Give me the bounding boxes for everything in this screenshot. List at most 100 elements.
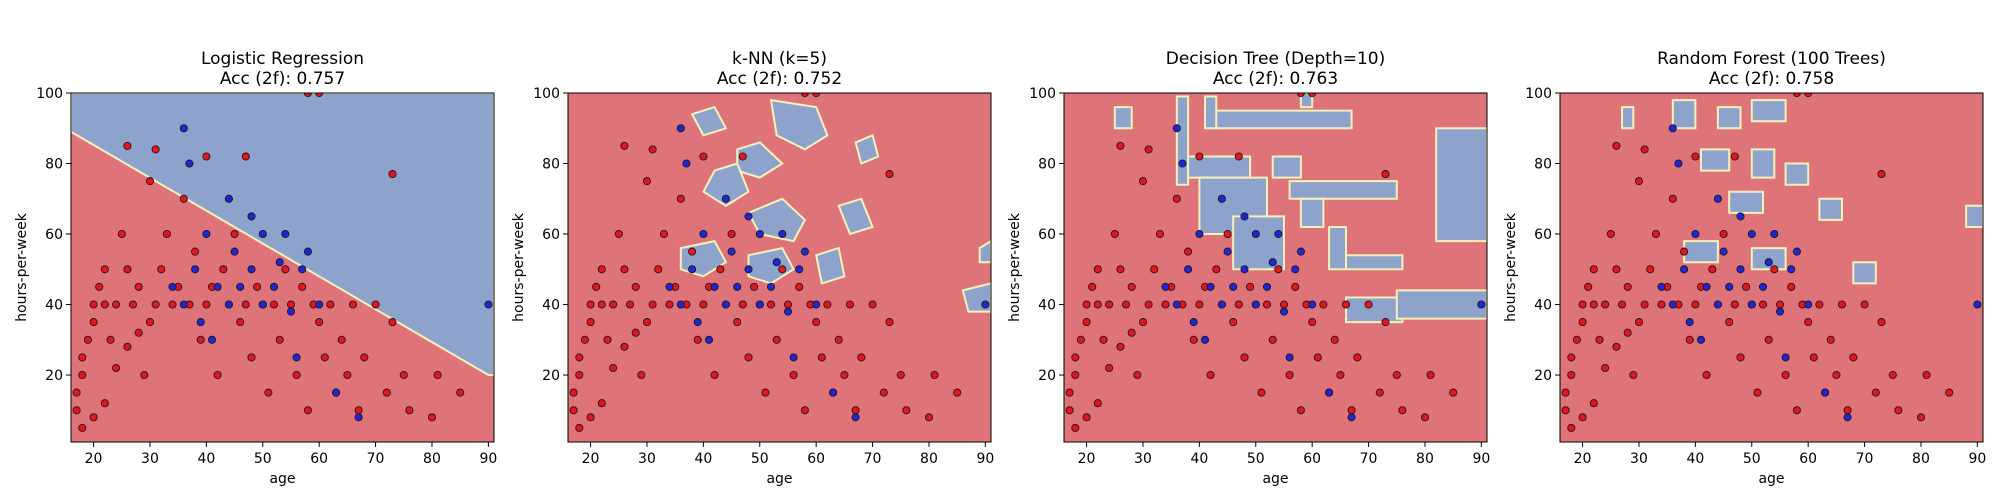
data-point-high [1477, 300, 1486, 309]
data-point-high [1251, 300, 1260, 309]
data-point-low [117, 229, 126, 239]
data-point-high [766, 282, 776, 291]
data-point-low [738, 300, 747, 309]
data-point-low [1336, 370, 1345, 380]
y-tick-label: 100 [1029, 86, 1056, 102]
data-point-low [1449, 388, 1458, 397]
data-point-low [1770, 265, 1779, 274]
data-point-low [603, 335, 612, 344]
data-point-low [1578, 300, 1587, 309]
data-point-low [597, 300, 606, 309]
data-point-low [1736, 353, 1745, 362]
decision-region-high [1345, 254, 1404, 271]
data-point-low [823, 300, 832, 309]
data-point-low [620, 141, 629, 150]
data-point-low [219, 265, 228, 274]
data-point-low [1634, 318, 1644, 327]
data-point-low [586, 300, 595, 309]
data-point-low [1071, 353, 1080, 362]
data-point-high [755, 229, 764, 239]
decision-region-high [702, 162, 750, 207]
data-point-low [1381, 318, 1390, 327]
data-point-low [665, 300, 674, 309]
scatter-points [569, 93, 990, 432]
data-point-low [1922, 370, 1931, 380]
data-point-low [1606, 229, 1615, 239]
data-point-low [140, 370, 149, 380]
data-point-low [778, 265, 787, 274]
data-point-low [1144, 145, 1153, 154]
data-point-high [224, 300, 233, 309]
data-point-low [1708, 265, 1717, 274]
data-point-high [783, 307, 793, 316]
data-point-low [637, 370, 646, 380]
data-point-high [258, 300, 267, 309]
x-tick-label: 60 [807, 451, 825, 467]
data-point-high [704, 335, 714, 344]
data-point-low [1133, 370, 1142, 380]
data-point-low [100, 399, 109, 408]
x-axis-label: age [1262, 471, 1288, 487]
data-point-low [1730, 300, 1739, 309]
data-point-high [744, 265, 753, 274]
data-point-high [1736, 265, 1745, 274]
data-point-high [1217, 194, 1226, 203]
data-point-low [1375, 388, 1384, 397]
decision-region-high [1345, 296, 1404, 324]
data-point-high [1178, 159, 1187, 168]
data-point-low [625, 300, 635, 309]
decision-region-high [1113, 106, 1133, 130]
data-point-high [693, 318, 702, 327]
data-point-low [241, 152, 250, 161]
data-point-low [1234, 152, 1243, 161]
data-point-low [1071, 370, 1080, 380]
data-point-low [1144, 300, 1153, 309]
data-point-low [840, 370, 849, 380]
data-point-high [1189, 318, 1198, 327]
scatter-points [1065, 93, 1486, 432]
data-point-high [191, 265, 200, 274]
chart-title: Decision Tree (Depth=10) [1166, 49, 1386, 69]
y-tick-label: 100 [533, 86, 560, 102]
data-point-low [1775, 300, 1785, 309]
x-tick-label: 50 [751, 451, 769, 467]
y-tick-label: 20 [542, 368, 560, 384]
y-tick-label: 60 [45, 227, 63, 243]
x-tick-label: 70 [1856, 451, 1874, 467]
data-point-low [586, 413, 595, 422]
data-point-low [648, 300, 657, 309]
data-point-low [1093, 399, 1102, 408]
data-point-high [1680, 265, 1689, 274]
data-point-high [275, 258, 284, 267]
data-point-low [1195, 152, 1204, 161]
data-point-high [1747, 300, 1756, 309]
data-point-low [642, 177, 652, 186]
x-tick-label: 30 [638, 451, 656, 467]
data-point-low [1680, 247, 1689, 256]
data-point-low [78, 353, 87, 362]
data-point-low [151, 145, 160, 154]
data-point-high [676, 124, 685, 133]
data-point-low [1268, 335, 1277, 344]
data-point-low [851, 406, 860, 415]
data-point-high [179, 124, 188, 133]
decision-region-high [1299, 93, 1314, 109]
data-point-low [1330, 335, 1339, 344]
data-point-low [1640, 300, 1649, 309]
decision-region-high [1671, 99, 1697, 130]
chart-subtitle: Acc (2f): 0.752 [717, 69, 842, 89]
data-point-low [620, 265, 629, 274]
data-point-high [1973, 300, 1982, 309]
x-tick-label: 90 [1968, 451, 1986, 467]
data-point-low [292, 370, 301, 380]
data-point-low [286, 300, 296, 309]
data-point-high [1821, 388, 1830, 397]
decision-region-high [1852, 261, 1877, 285]
data-point-low [123, 141, 132, 150]
data-point-low [930, 370, 939, 380]
y-tick-label: 80 [1038, 157, 1056, 173]
x-axis-label: age [1758, 471, 1784, 487]
data-point-low [1567, 353, 1576, 362]
decision-region-high [978, 239, 991, 264]
data-point-low [1837, 300, 1847, 309]
